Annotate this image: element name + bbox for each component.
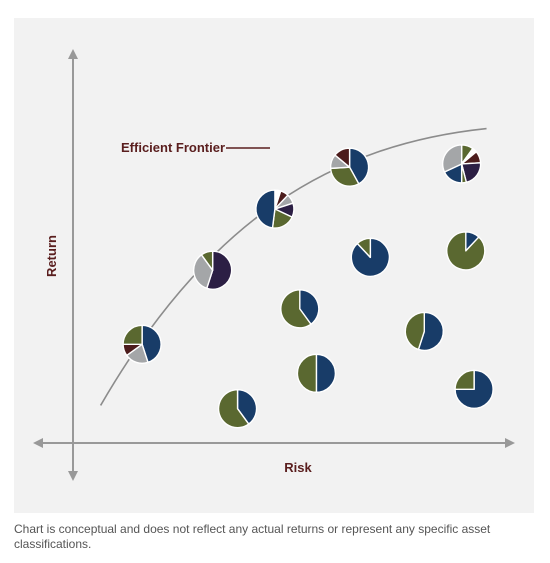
frontier-curve [99,127,487,406]
portfolio-pie [350,237,391,277]
pie-slice [329,166,360,187]
chart-svg: Return Risk Efficient Frontier [33,49,515,481]
portfolio-pie [454,369,494,410]
pie-slice [296,353,318,393]
portfolio-pie [217,388,258,429]
portfolio-pie [122,324,162,364]
pie-slice [446,231,486,271]
x-axis-label: Risk [284,460,312,475]
pie-slice [217,388,250,429]
pie-slice [192,254,214,289]
portfolio-pie [446,231,486,271]
portfolio-pie [192,250,233,290]
portfolio-pie [255,189,295,229]
portfolio-pie [280,289,320,329]
pie-slice [356,237,372,259]
portfolio-pie [442,144,482,184]
pie-slice [299,289,320,325]
pie-slice [122,324,143,345]
pie-slice [454,369,494,410]
chart-caption: Chart is conceptual and does not reflect… [14,522,491,551]
portfolio-pies [122,144,494,429]
portfolio-pie [404,311,444,352]
chart-panel: Return Risk Efficient Frontier [14,18,534,513]
pie-slice [404,311,425,351]
pie-slice [334,147,351,168]
pie-slice [255,189,276,229]
pie-slice [454,369,475,391]
pie-slice [315,353,337,393]
pie-slice [236,388,258,425]
efficient-frontier-label: Efficient Frontier [121,140,225,155]
portfolio-pie [329,147,370,187]
portfolio-pie [296,353,337,393]
y-axis-label: Return [44,235,59,277]
pie-slice [141,324,162,364]
pie-slice [280,289,312,329]
pie-slice [200,250,214,271]
pie-slice [442,144,463,173]
